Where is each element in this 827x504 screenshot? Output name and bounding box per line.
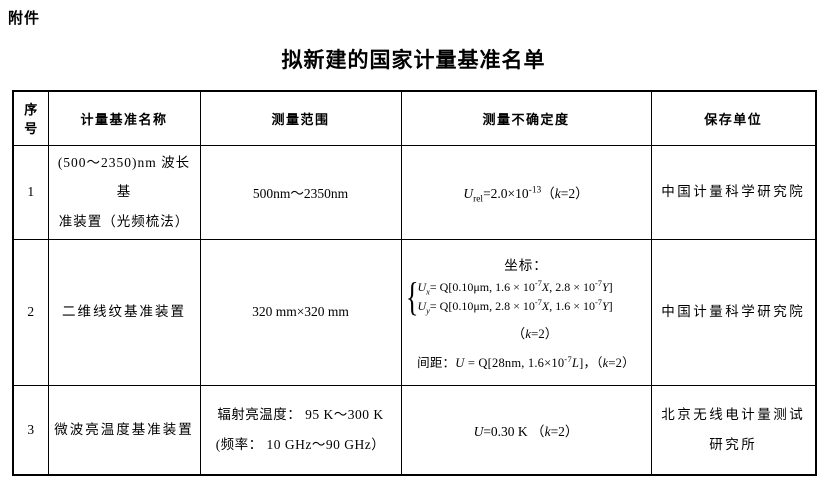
cell-uncertainty: 坐标： { Ux= Q[0.10μm, 1.6 × 10-7X, 2.8 × 1…: [400, 238, 652, 386]
cell-measurement-range: 辐射亮温度： 95 K～300 K (频率： 10 GHz～90 GHz）: [199, 384, 402, 476]
table-row-3: 3 微波亮温度基准装置 辐射亮温度： 95 K～300 K (频率： 10 GH…: [12, 384, 817, 476]
cell-keeper-institute: 中国计量科学研究院: [650, 144, 817, 240]
col-header-keeper: 保存单位: [650, 90, 817, 146]
col-header-range: 测量范围: [199, 90, 402, 146]
col-header-name: 计量基准名称: [47, 90, 201, 146]
table-header-row: 序号 计量基准名称 测量范围 测量不确定度 保存单位: [12, 90, 817, 146]
spacing-formula: 间距：U = Q[28nm, 1.6×10-7L]，（k=2）: [417, 354, 635, 371]
table-row-1: 1 (500～2350)nm 波长基 准装置（光频梳法） 500nm～2350n…: [12, 144, 817, 240]
cell-measurement-range: 320 mm×320 mm: [199, 238, 402, 386]
coverage-factor-note: （k=2）: [512, 326, 558, 342]
formula-uy: Uy= Q[0.10μm, 2.8 × 10-7X, 1.6 × 10-7Y]: [417, 297, 613, 315]
standards-table: 序号 计量基准名称 测量范围 测量不确定度 保存单位 1 (500～2350)n…: [12, 90, 817, 477]
coordinate-formula-lines: Ux= Q[0.10μm, 1.6 × 10-7X, 2.8 × 10-7Y] …: [418, 278, 613, 315]
coordinate-formula-group: { Ux= Q[0.10μm, 1.6 × 10-7X, 2.8 × 10-7Y…: [405, 273, 647, 319]
formula-ux: Ux= Q[0.10μm, 1.6 × 10-7X, 2.8 × 10-7Y]: [417, 278, 613, 297]
uncertainty-formula: Urel=2.0×10-13（k=2）: [463, 185, 589, 205]
cell-standard-name: 二维线纹基准装置: [47, 238, 201, 386]
attachment-label: 附件: [8, 10, 41, 27]
cell-measurement-range: 500nm～2350nm: [199, 144, 402, 240]
left-brace-glyph: {: [405, 273, 418, 319]
cell-no: 1: [12, 144, 49, 240]
table-row-2: 2 二维线纹基准装置 320 mm×320 mm 坐标： { Ux= Q[0.1…: [12, 238, 817, 386]
col-header-uncertainty: 测量不确定度: [400, 90, 652, 146]
cell-no: 2: [12, 238, 49, 386]
uncertainty-formula: U=0.30 K （k=2）: [473, 423, 579, 439]
cell-keeper-institute: 北京无线电计量测试 研究所: [650, 384, 817, 476]
cell-keeper-institute: 中国计量科学研究院: [650, 238, 817, 386]
page-title: 拟新建的国家计量基准名单: [281, 48, 546, 72]
cell-no: 3: [12, 384, 49, 476]
cell-standard-name: 微波亮温度基准装置: [47, 384, 201, 476]
cell-uncertainty: U=0.30 K （k=2）: [400, 384, 652, 476]
col-header-no: 序号: [12, 90, 49, 146]
coordinate-label: 坐标：: [504, 257, 548, 273]
cell-uncertainty: Urel=2.0×10-13（k=2）: [400, 144, 652, 240]
cell-standard-name: (500～2350)nm 波长基 准装置（光频梳法）: [47, 144, 201, 240]
